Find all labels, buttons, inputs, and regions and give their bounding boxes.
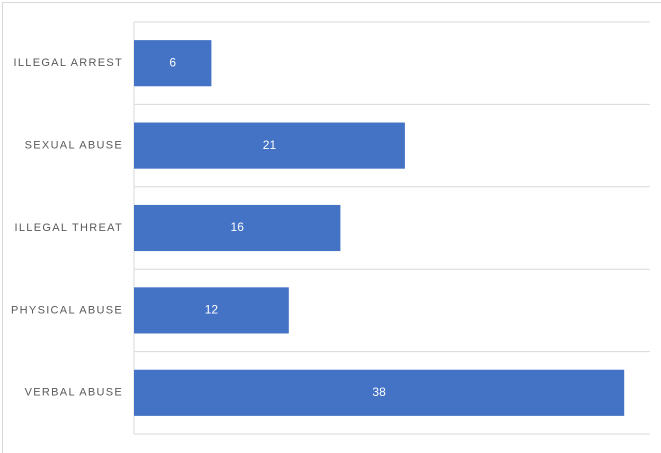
data-label: 38 xyxy=(372,385,386,399)
data-label: 12 xyxy=(205,303,219,317)
data-label: 21 xyxy=(263,138,277,152)
data-label: 6 xyxy=(169,55,176,69)
bar xyxy=(134,122,405,169)
bar xyxy=(134,287,289,334)
y-tick-label: ILLEGAL THREAT xyxy=(15,222,123,234)
data-label: 16 xyxy=(231,220,245,234)
bar xyxy=(134,204,341,252)
bar xyxy=(134,40,212,87)
y-tick-label: SEXUAL ABUSE xyxy=(25,140,123,152)
bar xyxy=(134,369,625,416)
y-tick-label: PHYSICAL ABUSE xyxy=(11,304,123,316)
y-tick-label: ILLEGAL ARREST xyxy=(14,57,124,69)
y-tick-label: VERBAL ABUSE xyxy=(25,387,123,399)
